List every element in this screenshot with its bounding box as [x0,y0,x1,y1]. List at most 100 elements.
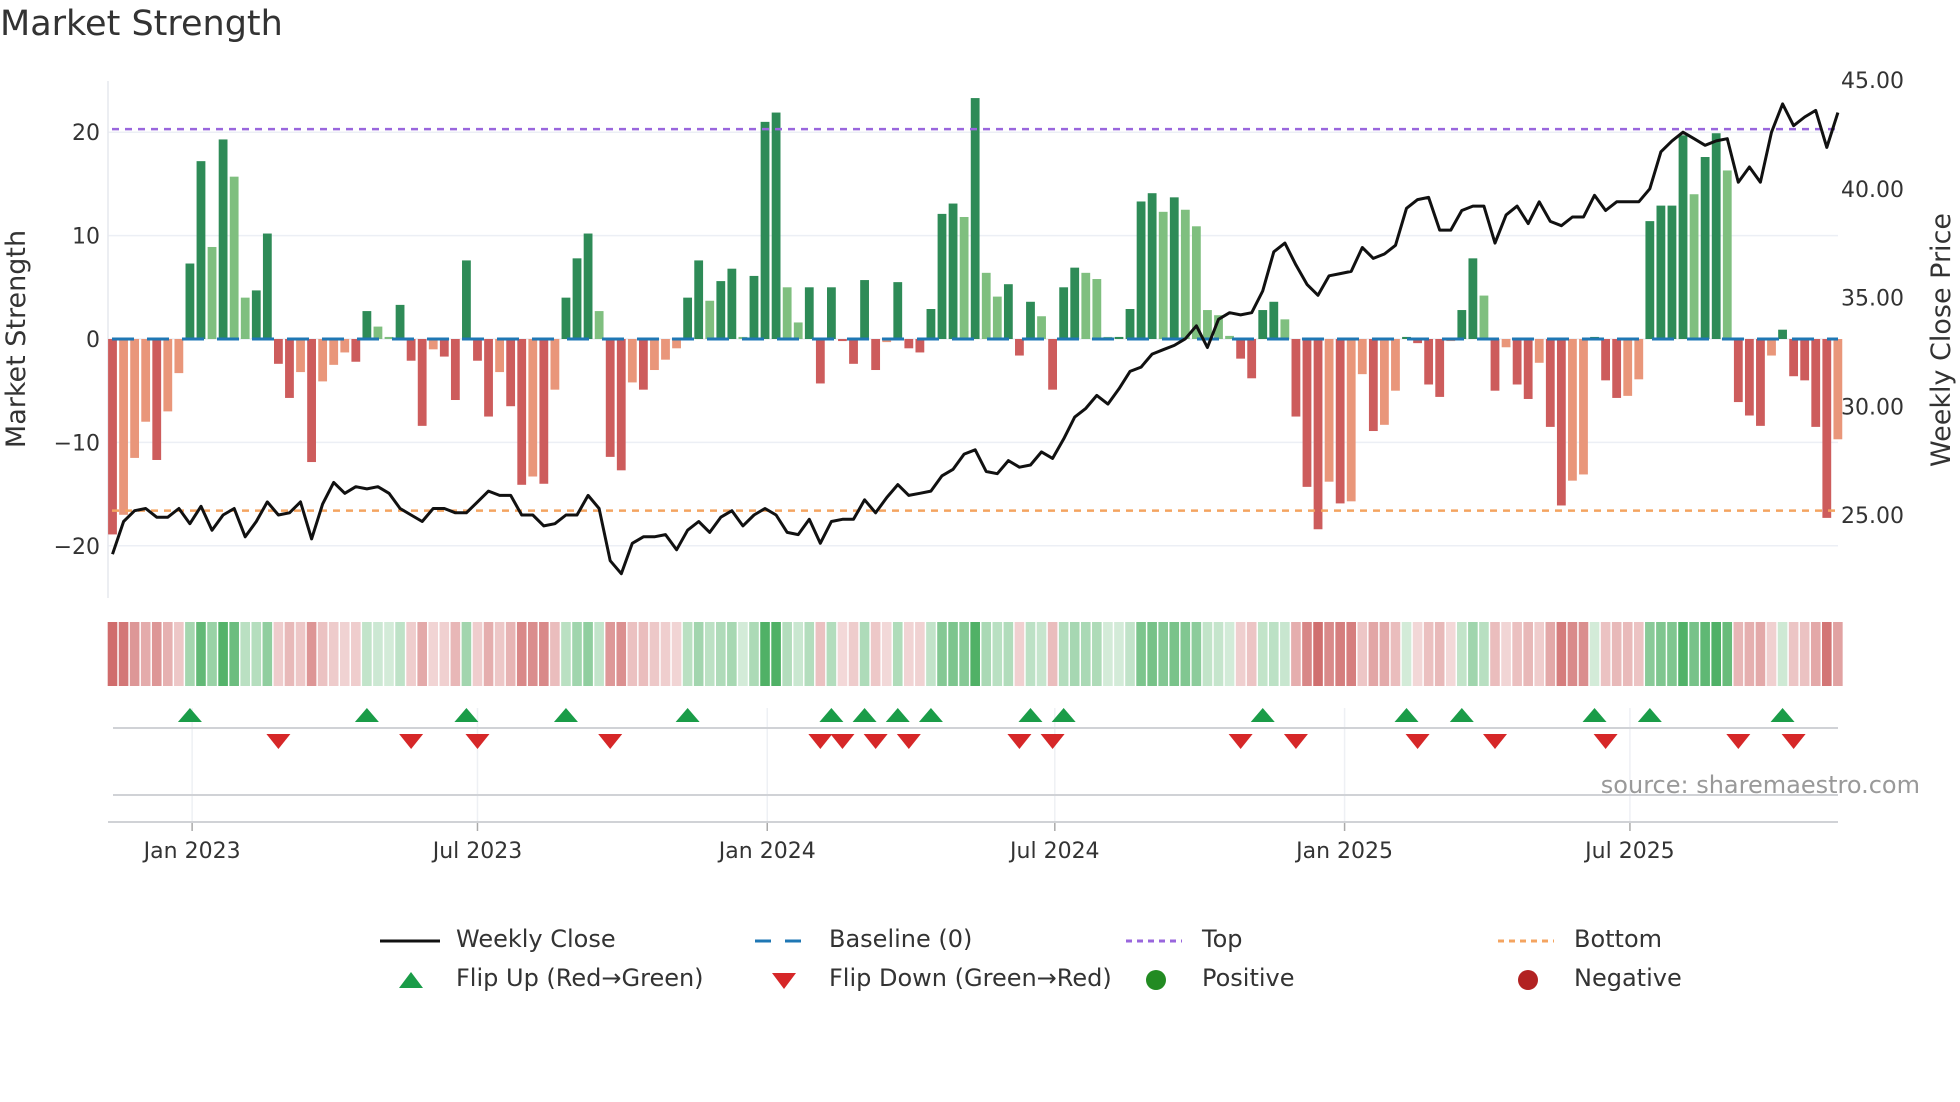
heat-strip-cell [1633,622,1644,686]
strength-bar [218,139,228,339]
strength-bar [727,268,737,339]
heat-strip-cell [716,622,726,686]
heat-strip-cell [970,622,980,686]
legend-weekly-close: Weekly Close [380,925,616,953]
y2-tick-label: 40.00 [1841,178,1904,203]
flip-up-marker [885,708,910,722]
heat-strip-cell [1700,622,1710,686]
strength-bar [495,339,504,373]
strength-bar [1191,226,1201,339]
heat-strip-cell [1744,622,1755,686]
strength-bar [439,339,449,357]
heat-strip-cell [472,622,483,686]
strength-bar [1203,310,1212,339]
flip-up-marker [354,708,379,722]
heat-strip-cell [859,622,870,686]
heat-strip-cell [561,622,571,686]
strength-bar [1424,339,1434,385]
strength-bar [1313,339,1323,530]
heat-strip-cell [461,622,472,686]
legend-label: Flip Down (Green→Red) [829,964,1112,992]
strength-bar [1778,329,1787,339]
strength-bar [174,339,184,374]
strength-bar [1601,339,1610,381]
strength-bar [528,339,538,477]
legend-negative: Negative [1498,964,1682,992]
y-tick-label: −20 [54,535,100,560]
heat-strip-cell [1158,622,1168,686]
heat-strip-cell [1523,622,1533,686]
heat-strip-cell [1645,622,1655,686]
heat-strip-cell [1147,622,1157,686]
flip-down-marker [1040,734,1065,749]
flip-down-marker [266,734,291,749]
heat-strip-cell [1656,622,1666,686]
flip-up-marker [1582,708,1607,722]
heat-strip-cell [1600,622,1611,686]
legend-label: Positive [1202,964,1295,992]
strength-bar [1767,339,1776,356]
heat-strip-cell [1047,622,1058,686]
strength-bar [1822,339,1832,518]
strength-bar [1048,339,1057,390]
heat-strip-cell [1368,622,1379,686]
heat-strip-cell [483,622,494,686]
heat-strip-cell [185,622,195,686]
strength-bar [517,339,527,485]
legend-flip-up: Flip Up (Red→Green) [380,964,704,992]
heat-strip-cell [671,622,682,686]
strength-bar [1568,339,1577,481]
strength-bar [694,260,704,339]
flip-down-marker [1726,734,1751,749]
heat-strip-cell [1755,622,1766,686]
heat-strip-cell [494,622,505,686]
heat-strip-cell [926,622,936,686]
strength-bar [1612,339,1622,398]
heat-strip-cell [218,622,228,686]
strength-bar [1457,310,1467,339]
heat-strip-cell [1069,622,1080,686]
heat-strip-cell [892,622,903,686]
strength-bar [506,339,516,407]
heat-strip-cell [837,622,848,686]
heat-strip-cell [682,622,693,686]
flip-down-marker [1593,734,1618,749]
heat-strip-cell [572,622,582,686]
x-tick-label: Jan 2023 [142,839,241,864]
strength-bar [473,339,482,361]
strength-bar [329,339,339,365]
heat-strip-cell [1567,622,1578,686]
strength-bar [1490,339,1500,391]
heat-strip-cell [1357,622,1368,686]
heat-strip-cell [1401,622,1412,686]
heat-strip-cell [848,622,859,686]
heat-strip-cell [1490,622,1500,686]
dashed-line-icon [753,929,823,949]
strength-bar [1114,336,1124,339]
heat-strip-cell [804,622,815,686]
heat-strip-cell [1103,622,1113,686]
strength-bar [1689,194,1699,339]
heat-strip-cell [815,622,826,686]
strength-bar [882,339,892,343]
strength-bar [572,258,582,339]
heat-strip-cell [1390,622,1401,686]
strength-bar [1402,336,1411,339]
strength-bar [1037,316,1046,339]
strength-bar [981,272,991,339]
legend-baseline: Baseline (0) [753,925,972,953]
triangle-up-icon [380,968,450,988]
strength-bar [672,339,681,349]
flip-up-marker [1018,708,1043,722]
heat-strip-cell [704,622,715,686]
heat-strip-cell [870,622,881,686]
strength-bar [1214,315,1223,339]
heat-strip-cell [1125,622,1135,686]
strength-bar [616,339,626,471]
strength-bar [274,339,283,364]
strength-bar [1015,339,1024,356]
heat-strip-cell [417,622,427,686]
strength-bar [838,339,847,342]
heat-strip-cell [1291,622,1301,686]
heat-strip-cell [1014,622,1025,686]
